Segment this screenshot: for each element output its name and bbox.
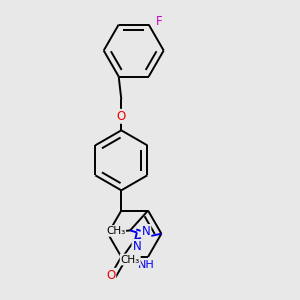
Text: N: N (142, 225, 150, 238)
Text: F: F (156, 16, 162, 28)
Text: O: O (106, 269, 115, 282)
Text: O: O (117, 110, 126, 123)
Text: F: F (156, 16, 162, 28)
Text: N: N (133, 240, 141, 253)
Text: CH₃: CH₃ (106, 226, 125, 236)
Text: NH: NH (138, 260, 155, 270)
Text: CH₃: CH₃ (121, 254, 140, 265)
